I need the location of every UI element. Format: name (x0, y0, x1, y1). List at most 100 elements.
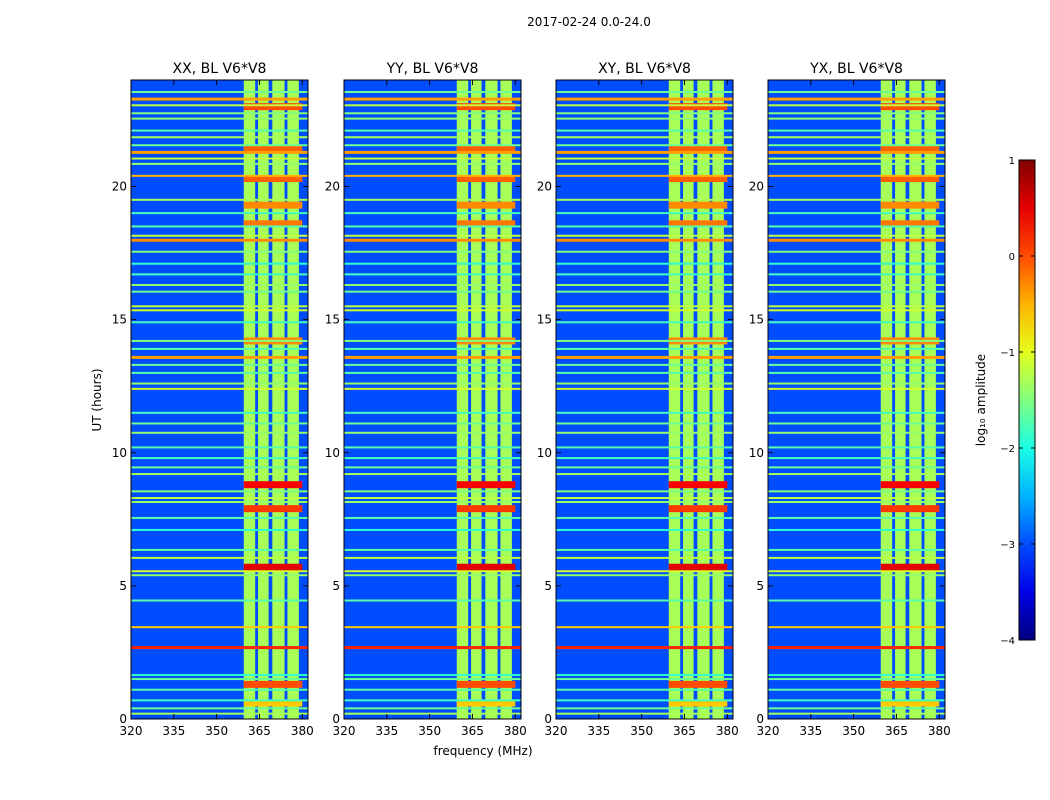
rfi-line (131, 157, 308, 160)
rfi-line (556, 646, 733, 650)
rfi-line (344, 674, 521, 677)
rfi-line (556, 473, 733, 476)
band-bright-row (668, 103, 728, 111)
panel-3: XY, BL V6*V8 320 335 350 365 380 0 5 10 15 20 (537, 61, 739, 738)
rfi-line (131, 411, 308, 414)
colorbar-tick-label: −2 (1000, 444, 1015, 455)
rfi-line (131, 262, 308, 265)
rfi-line (556, 599, 733, 602)
rfi-line (344, 431, 521, 434)
x-tick-label: 320 (545, 724, 568, 738)
y-tick-label: 10 (112, 446, 127, 460)
rfi-line (131, 574, 308, 577)
rfi-line (131, 712, 308, 715)
colorbar-gradient (1018, 159, 1036, 641)
rfi-line (556, 305, 733, 308)
rfi-line (131, 150, 308, 154)
rfi-line (344, 646, 521, 650)
rfi-line (768, 339, 945, 342)
rfi-line (344, 112, 521, 115)
rfi-line (344, 528, 521, 531)
rfi-line (556, 309, 733, 312)
rfi-line (344, 363, 521, 366)
band-bright-row (668, 175, 728, 183)
band-bright-row (456, 481, 516, 489)
x-tick-label: 380 (928, 724, 951, 738)
rfi-column (924, 80, 936, 719)
rfi-line (131, 688, 308, 691)
band-bright-row (456, 563, 516, 571)
band-bright-row (456, 175, 516, 183)
rfi-line (131, 198, 308, 201)
rfi-line (344, 355, 521, 359)
x-tick-label: 365 (885, 724, 908, 738)
rfi-line (131, 90, 308, 93)
band-bright-row (668, 563, 728, 571)
band-bright-row (243, 201, 303, 209)
rfi-line (131, 347, 308, 350)
band-bright-row (456, 145, 516, 153)
rfi-line (556, 129, 733, 132)
rfi-line (131, 497, 308, 500)
rfi-line (344, 212, 521, 215)
y-tick-label: 10 (537, 446, 552, 460)
rfi-line (768, 238, 945, 242)
panel-frame (130, 79, 309, 720)
rfi-column (712, 80, 724, 719)
y-tick-label: 5 (544, 579, 552, 593)
panel-frame (767, 79, 946, 720)
band-bright-row (668, 481, 728, 489)
colorbar-tick-label: 1 (1009, 156, 1015, 167)
y-tick-label: 0 (332, 712, 340, 726)
rfi-column (456, 80, 469, 719)
y-tick-label: 10 (325, 446, 340, 460)
rfi-line (768, 457, 945, 460)
rfi-line (131, 250, 308, 253)
rfi-line (344, 347, 521, 350)
rfi-line (344, 339, 521, 342)
rfi-line (344, 309, 521, 312)
rfi-line (344, 150, 521, 154)
rfi-line (131, 466, 308, 469)
band-bright-row (668, 505, 728, 513)
band-bright-row (243, 103, 303, 111)
rfi-line (768, 626, 945, 629)
rfi-line (768, 646, 945, 650)
rfi-line (768, 305, 945, 308)
rfi-line (768, 688, 945, 691)
rfi-line (768, 150, 945, 154)
rfi-line (768, 678, 945, 681)
rfi-line (344, 321, 521, 324)
rfi-line (344, 707, 521, 710)
rfi-line (344, 516, 521, 519)
rfi-line (768, 556, 945, 559)
rfi-line (556, 117, 733, 120)
y-tick-label: 15 (112, 313, 127, 327)
rfi-line (556, 284, 733, 287)
band-bright-row (880, 145, 940, 153)
rfi-line (768, 516, 945, 519)
rfi-line (556, 347, 733, 350)
rfi-line (131, 212, 308, 215)
rfi-line (344, 678, 521, 681)
rfi-line (131, 273, 308, 276)
rfi-line (556, 162, 733, 165)
rfi-line (556, 497, 733, 500)
rfi-line (344, 457, 521, 460)
rfi-line (344, 90, 521, 93)
rfi-line (556, 688, 733, 691)
band-bright-row (243, 175, 303, 183)
rfi-line (131, 431, 308, 434)
rfi-line (556, 382, 733, 385)
rfi-line (556, 150, 733, 154)
y-tick-label: 0 (544, 712, 552, 726)
rfi-line (344, 225, 521, 228)
y-tick-label: 15 (325, 313, 340, 327)
rfi-line (556, 556, 733, 559)
rfi-line (344, 144, 521, 147)
rfi-line (131, 234, 308, 237)
rfi-line (344, 466, 521, 469)
rfi-line (556, 712, 733, 715)
rfi-line (768, 262, 945, 265)
panel-title: YY, BL V6*V8 (386, 61, 479, 77)
